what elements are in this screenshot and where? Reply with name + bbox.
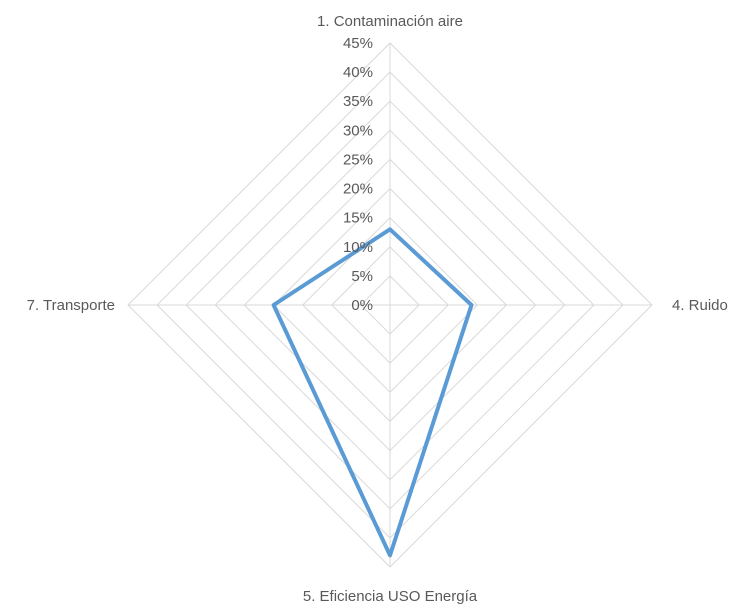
tick-label: 25% [343,151,373,168]
axis-label: 5. Eficiencia USO Energía [303,588,478,604]
tick-label: 40% [343,64,373,81]
axis-label: 7. Transporte [27,297,115,314]
tick-label: 10% [343,239,373,256]
tick-label: 5% [351,268,373,285]
radar-grid [128,43,652,567]
tick-label: 45% [343,35,373,52]
tick-label: 20% [343,181,373,198]
tick-label: 35% [343,93,373,110]
tick-label: 30% [343,122,373,139]
axis-label: 1. Contaminación aire [317,13,463,30]
radar-tick-labels: 0% 5% 10% 15% 20% 25% 30% 35% 40% 45% [343,35,373,314]
tick-label: 15% [343,210,373,227]
tick-label: 0% [351,297,373,314]
axis-label: 4. Ruido [672,297,728,314]
